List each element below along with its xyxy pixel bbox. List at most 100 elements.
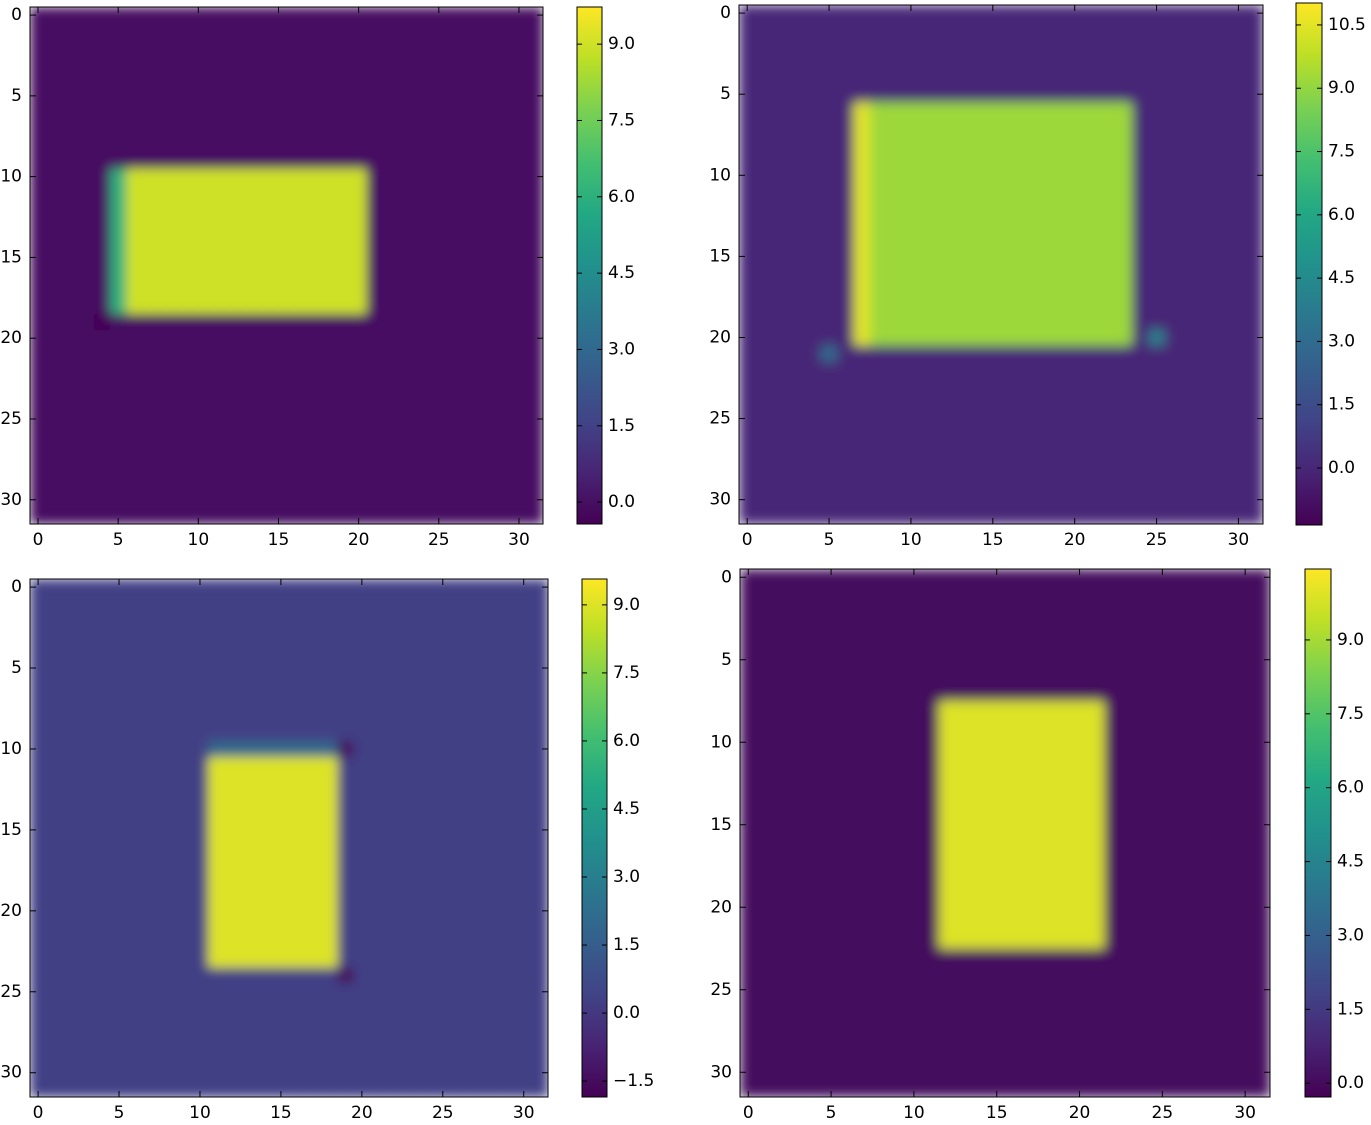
cell xyxy=(434,999,452,1017)
cell xyxy=(158,313,175,331)
cell xyxy=(984,5,1002,22)
cell xyxy=(110,39,127,57)
cell xyxy=(853,232,871,249)
cell xyxy=(321,773,339,791)
cell xyxy=(369,579,387,596)
cell xyxy=(984,118,1002,136)
cell xyxy=(1104,767,1122,785)
cell xyxy=(494,297,512,315)
cell xyxy=(353,659,371,677)
cell xyxy=(531,983,548,1001)
cell xyxy=(788,167,806,185)
cell xyxy=(1005,783,1023,801)
cell xyxy=(446,200,464,218)
cell xyxy=(771,378,789,395)
cell xyxy=(1050,183,1068,201)
cell xyxy=(820,53,838,71)
cell xyxy=(159,886,177,904)
cell xyxy=(1104,833,1122,851)
cell xyxy=(1017,426,1035,444)
cell xyxy=(305,724,322,742)
cell xyxy=(238,249,256,267)
cell xyxy=(789,800,807,818)
cell xyxy=(382,281,400,299)
cell xyxy=(739,507,756,524)
cell xyxy=(450,1048,468,1066)
cell xyxy=(286,378,304,396)
cell xyxy=(806,849,824,867)
cell xyxy=(450,757,468,774)
cell xyxy=(853,475,871,493)
cell xyxy=(839,701,857,719)
cell xyxy=(1033,37,1051,55)
cell xyxy=(46,886,63,904)
cell xyxy=(462,200,480,218)
cell xyxy=(531,611,548,629)
cell xyxy=(968,329,986,347)
cell xyxy=(305,805,322,823)
cell xyxy=(837,313,855,330)
cell xyxy=(305,918,322,936)
cell xyxy=(820,167,838,185)
cell xyxy=(353,773,371,791)
cell xyxy=(450,740,468,758)
cell xyxy=(804,21,822,39)
cell xyxy=(886,5,904,22)
cell xyxy=(951,491,969,509)
cell xyxy=(531,1032,548,1050)
cell xyxy=(289,1016,306,1033)
cell xyxy=(208,983,225,1001)
cell xyxy=(398,313,416,331)
cell xyxy=(224,676,242,693)
cell xyxy=(353,821,371,839)
cell xyxy=(804,248,822,266)
cell xyxy=(143,676,161,693)
cell xyxy=(938,569,956,587)
cell xyxy=(256,659,274,677)
cell xyxy=(418,1032,436,1050)
cell xyxy=(62,708,80,726)
cell xyxy=(1148,167,1166,185)
cell xyxy=(350,297,368,315)
cell xyxy=(256,951,274,969)
cell xyxy=(1187,1047,1205,1065)
cell xyxy=(467,902,484,920)
cell xyxy=(938,767,956,785)
cell xyxy=(369,854,387,871)
cell xyxy=(272,740,290,758)
cell xyxy=(839,866,857,884)
cell xyxy=(1164,361,1182,379)
cell xyxy=(94,708,112,726)
cell xyxy=(740,932,758,950)
cell xyxy=(414,217,432,234)
cell xyxy=(289,951,306,969)
cell xyxy=(1005,767,1023,785)
cell xyxy=(1137,849,1155,867)
cell xyxy=(902,313,920,330)
cell xyxy=(756,635,774,653)
cell xyxy=(158,249,175,267)
cell xyxy=(756,1047,774,1065)
cell xyxy=(143,983,161,1001)
cell xyxy=(1187,1064,1205,1082)
cell xyxy=(971,849,990,867)
cell xyxy=(1213,507,1231,524)
cell xyxy=(321,918,339,936)
cell xyxy=(143,902,161,920)
cell xyxy=(1099,426,1117,444)
cell xyxy=(1104,750,1122,768)
cell xyxy=(1181,507,1199,524)
cell xyxy=(938,635,956,653)
cell xyxy=(478,443,496,460)
x-tick-label: 5 xyxy=(114,1103,125,1123)
cell xyxy=(1104,1047,1122,1065)
cell xyxy=(1203,783,1221,801)
cell xyxy=(1001,442,1018,460)
cell xyxy=(740,618,758,636)
cell xyxy=(174,362,191,380)
cell xyxy=(1164,313,1182,330)
cell xyxy=(855,965,874,983)
cell xyxy=(853,426,871,444)
cell xyxy=(515,789,533,807)
cell xyxy=(1001,215,1018,233)
